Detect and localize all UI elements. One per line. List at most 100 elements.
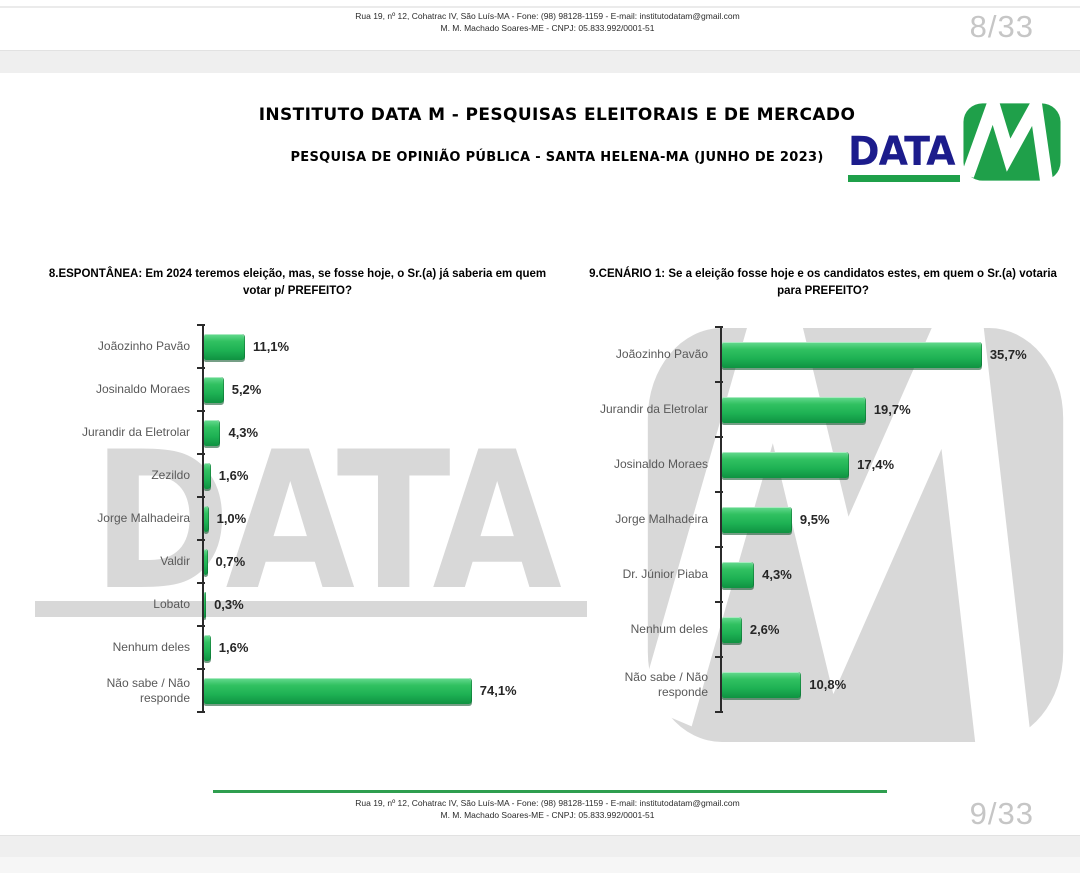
page-separator-bottom: [0, 835, 1080, 858]
chart-row: Jorge Malhadeira 1,0%: [40, 497, 545, 540]
axis-tick: [715, 381, 723, 383]
bar: [722, 561, 755, 588]
datam-logo: DATA: [847, 100, 1064, 184]
category-label: Josinaldo Moraes: [95, 382, 190, 397]
chart-rows: Joãozinho Pavão 11,1% Josinaldo Moraes 5,2%…: [40, 325, 545, 712]
bar: [722, 341, 982, 368]
chart-row: Não sabe / Não responde 74,1%: [40, 669, 545, 712]
page-separator-top: [0, 50, 1080, 75]
next-page-strip: [0, 857, 1080, 873]
category-label: Josinaldo Moraes: [613, 457, 708, 472]
chart-row: Valdir 0,7%: [40, 540, 545, 583]
bar-area: 19,7%: [720, 382, 1060, 437]
value-label: 74,1%: [479, 683, 517, 698]
bar: [204, 677, 472, 704]
chart-row: Jurandir da Eletrolar 19,7%: [588, 382, 1060, 437]
chart-row: Lobato 0,3%: [40, 583, 545, 626]
chart-title-espontanea: 8.ESPONTÂNEA: Em 2024 teremos eleição, m…: [48, 268, 547, 297]
category-label: Jurandir da Eletrolar: [599, 402, 708, 417]
bar-area: 35,7%: [720, 327, 1060, 382]
logo-underline: [847, 175, 960, 182]
bar-area: 1,6%: [202, 626, 545, 669]
bar: [722, 451, 850, 478]
bar-area: 1,6%: [202, 454, 545, 497]
category-label: Jurandir da Eletrolar: [81, 425, 190, 440]
chart-row: Jorge Malhadeira 9,5%: [588, 492, 1060, 547]
bar: [204, 333, 245, 360]
category-label: Nenhum deles: [112, 640, 190, 655]
value-label: 1,0%: [216, 511, 247, 526]
category-label: Joãozinho Pavão: [615, 347, 708, 362]
bar-area: 9,5%: [720, 492, 1060, 547]
chart-row: Dr. Júnior Piaba 4,3%: [588, 547, 1060, 602]
bar: [722, 396, 866, 423]
bar-area: 74,1%: [202, 669, 545, 712]
bar-area: 2,6%: [720, 602, 1060, 657]
value-label: 1,6%: [218, 640, 249, 655]
axis-tick: [715, 546, 723, 548]
chart-row: Não sabe / Não responde 10,8%: [588, 657, 1060, 712]
axis-tick: [197, 496, 205, 498]
footer-contact-block: Rua 19, nº 12, Cohatrac IV, São Luís-MA …: [95, 797, 1000, 821]
chart-espontanea-prefeito: Joãozinho Pavão 11,1% Josinaldo Moraes 5,2%…: [40, 324, 545, 713]
chart-row: Joãozinho Pavão 11,1%: [40, 325, 545, 368]
footer-line1: Rua 19, nº 12, Cohatrac IV, São Luís-MA …: [355, 798, 740, 808]
axis-tick: [715, 601, 723, 603]
value-label: 10,8%: [809, 677, 847, 692]
category-label: Não sabe / Não responde: [106, 676, 190, 705]
category-label: Nenhum deles: [630, 622, 708, 637]
value-label: 19,7%: [873, 402, 911, 417]
category-label: Zezildo: [151, 468, 190, 483]
chart-row: Joãozinho Pavão 35,7%: [588, 327, 1060, 382]
axis-tick: [197, 410, 205, 412]
bar-area: 4,3%: [720, 547, 1060, 602]
category-label: Lobato: [153, 597, 190, 612]
page-number-top: 8/33: [969, 9, 1034, 44]
header-line1: Rua 19, nº 12, Cohatrac IV, São Luís-MA …: [355, 11, 740, 21]
axis-tick: [197, 539, 205, 541]
chart-cenario1-prefeito: Joãozinho Pavão 35,7% Jurandir da Eletrola…: [588, 326, 1060, 713]
logo-data-block: DATA: [847, 129, 960, 182]
value-label: 11,1%: [252, 339, 290, 354]
category-label: Não sabe / Não responde: [624, 670, 708, 699]
chart-row: Jurandir da Eletrolar 4,3%: [40, 411, 545, 454]
bar-area: 0,7%: [202, 540, 545, 583]
bar-area: 17,4%: [720, 437, 1060, 492]
logo-m-icon: [961, 100, 1061, 184]
header-line2: M. M. Machado Soares-ME - CNPJ: 05.833.9…: [440, 23, 655, 33]
value-label: 0,7%: [215, 554, 246, 569]
axis-tick: [197, 367, 205, 369]
category-label: Jorge Malhadeira: [97, 511, 190, 526]
bar: [722, 616, 742, 643]
page-title: INSTITUTO DATA M - PESQUISAS ELEITORAIS …: [258, 105, 856, 125]
bar: [204, 591, 207, 618]
logo-data-text: DATA: [847, 129, 956, 175]
value-label: 4,3%: [762, 567, 792, 582]
axis-tick: [197, 582, 205, 584]
bar-area: 5,2%: [202, 368, 545, 411]
value-label: 17,4%: [857, 457, 895, 472]
bar: [204, 376, 224, 403]
bar-area: 4,3%: [202, 411, 545, 454]
bar: [204, 419, 221, 446]
bar: [204, 462, 211, 489]
category-label: Dr. Júnior Piaba: [622, 567, 708, 582]
bar: [722, 506, 792, 533]
axis-tick: [197, 711, 205, 713]
value-label: 35,7%: [989, 347, 1027, 362]
axis-tick: [197, 625, 205, 627]
category-label: Jorge Malhadeira: [615, 512, 708, 527]
page-subtitle: PESQUISA DE OPINIÃO PÚBLICA - SANTA HELE…: [290, 150, 824, 165]
bar: [204, 634, 211, 661]
category-label: Joãozinho Pavão: [97, 339, 190, 354]
previous-page-footer: Rua 19, nº 12, Cohatrac IV, São Luís-MA …: [0, 0, 1080, 50]
axis-tick: [197, 453, 205, 455]
page-edge-line: [0, 6, 1080, 8]
value-label: 1,6%: [218, 468, 249, 483]
chart-title-cenario1: 9.CENÁRIO 1: Se a eleição fosse hoje e o…: [589, 268, 1057, 297]
chart-row: Josinaldo Moraes 17,4%: [588, 437, 1060, 492]
bar: [204, 505, 209, 532]
axis-tick: [197, 324, 205, 326]
bar-area: 1,0%: [202, 497, 545, 540]
axis-tick: [715, 326, 723, 328]
